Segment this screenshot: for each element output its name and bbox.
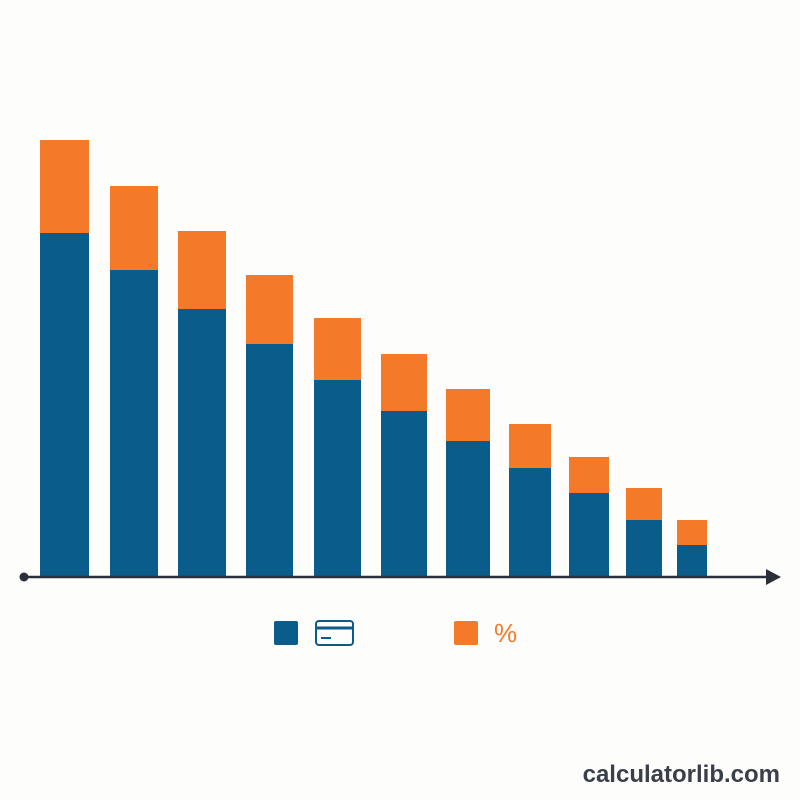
- bar-segment: [178, 309, 226, 577]
- legend-swatch: [274, 621, 298, 645]
- bar-segment: [677, 545, 707, 577]
- bar-segment: [178, 231, 226, 309]
- bar-segment: [509, 468, 551, 577]
- bar-segment: [40, 140, 89, 233]
- bar-segment: [569, 493, 609, 577]
- bar-segment: [446, 389, 490, 441]
- axis-arrow: [766, 569, 781, 585]
- bar-segment: [381, 411, 427, 577]
- bar-segment: [626, 520, 662, 577]
- bar-segment: [381, 354, 427, 411]
- bar-segment: [626, 488, 662, 520]
- bar-segment: [246, 344, 293, 577]
- legend: %: [274, 618, 517, 648]
- bar-segment: [446, 441, 490, 577]
- card-icon: [315, 620, 354, 646]
- bar-segment: [110, 186, 158, 270]
- bar-segment: [314, 318, 361, 380]
- bar-segment: [677, 520, 707, 545]
- bar-segment: [509, 424, 551, 468]
- bar-segment: [246, 275, 293, 344]
- bar-segment: [314, 380, 361, 577]
- bar-segment: [40, 233, 89, 577]
- watermark: calculatorlib.com: [583, 761, 780, 788]
- legend-label: %: [494, 618, 517, 648]
- bars: [40, 140, 707, 577]
- bar-segment: [110, 270, 158, 577]
- axis-origin: [19, 572, 29, 582]
- bar-segment: [569, 457, 609, 493]
- legend-swatch: [454, 621, 478, 645]
